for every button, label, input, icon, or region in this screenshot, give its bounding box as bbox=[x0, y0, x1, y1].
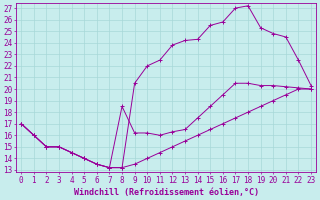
X-axis label: Windchill (Refroidissement éolien,°C): Windchill (Refroidissement éolien,°C) bbox=[74, 188, 259, 197]
